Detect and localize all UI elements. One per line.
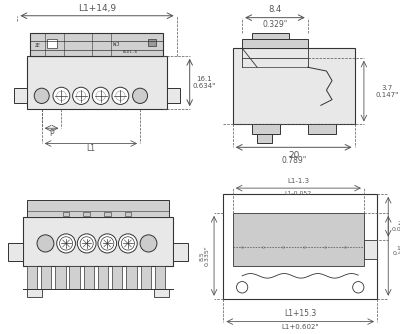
Bar (27, 199, 169, 217)
Bar (23, 217, 173, 266)
Bar (14, 88, 27, 104)
Text: L1+14,9: L1+14,9 (78, 4, 116, 13)
Text: 8.5
0.335": 8.5 0.335" (199, 245, 210, 266)
Bar (224, 194, 377, 299)
Bar (364, 239, 377, 259)
Text: 20: 20 (288, 151, 299, 160)
Circle shape (118, 234, 137, 253)
Circle shape (57, 234, 76, 253)
Bar (126, 266, 137, 289)
Bar (8, 243, 23, 261)
Circle shape (140, 235, 157, 252)
Bar (83, 211, 90, 216)
Text: 16.1
0.634": 16.1 0.634" (192, 76, 216, 89)
Bar (252, 125, 280, 134)
Bar (233, 48, 354, 125)
Bar (98, 266, 108, 289)
Bar (242, 39, 308, 48)
Circle shape (53, 87, 70, 105)
Bar (154, 289, 169, 297)
Circle shape (121, 237, 134, 250)
Circle shape (37, 235, 54, 252)
Bar (70, 266, 80, 289)
Circle shape (92, 87, 109, 105)
Circle shape (80, 237, 93, 250)
Text: 11.6
0.457": 11.6 0.457" (393, 245, 400, 257)
Bar (124, 211, 131, 216)
Circle shape (132, 88, 148, 104)
Circle shape (353, 282, 364, 293)
Text: 2.4
0.094": 2.4 0.094" (392, 221, 400, 232)
Bar (55, 266, 66, 289)
Bar (173, 243, 188, 261)
Text: L1-0.052: L1-0.052 (285, 191, 312, 196)
Text: L1-1.3: L1-1.3 (287, 178, 310, 184)
Bar (148, 39, 156, 46)
Circle shape (34, 88, 49, 104)
Bar (104, 211, 111, 216)
Bar (27, 56, 167, 109)
Text: WJ: WJ (113, 42, 120, 47)
Bar (63, 211, 70, 216)
Circle shape (77, 234, 96, 253)
Bar (27, 266, 37, 289)
Text: L1: L1 (86, 144, 95, 153)
Bar (167, 88, 180, 104)
Bar (47, 39, 57, 48)
Bar (30, 33, 164, 56)
Bar (233, 213, 364, 266)
Bar (27, 289, 42, 297)
Text: P: P (49, 129, 53, 138)
Circle shape (98, 234, 117, 253)
Circle shape (60, 237, 73, 250)
Circle shape (112, 87, 129, 105)
Text: L1+0.602": L1+0.602" (282, 324, 319, 330)
Bar (155, 266, 165, 289)
Bar (141, 266, 151, 289)
Circle shape (73, 87, 90, 105)
Bar (252, 33, 289, 39)
Text: ZE: ZE (35, 43, 41, 48)
Bar (84, 266, 94, 289)
Text: 0.789": 0.789" (281, 156, 306, 165)
Text: 0.329": 0.329" (262, 20, 288, 28)
Text: BLD1.8: BLD1.8 (122, 50, 137, 54)
Text: 8.4: 8.4 (268, 5, 282, 14)
Bar (257, 134, 272, 144)
Text: L1+15.3: L1+15.3 (284, 309, 316, 318)
Bar (41, 266, 51, 289)
Bar (308, 125, 336, 134)
Text: 3.7
0.147": 3.7 0.147" (375, 85, 398, 98)
Circle shape (236, 282, 248, 293)
Bar (112, 266, 122, 289)
Circle shape (101, 237, 114, 250)
